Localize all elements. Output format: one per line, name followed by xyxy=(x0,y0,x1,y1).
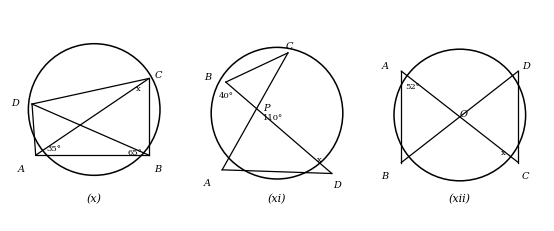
Text: P: P xyxy=(263,104,269,113)
Text: (xii): (xii) xyxy=(449,193,471,203)
Text: A: A xyxy=(18,164,24,173)
Text: C: C xyxy=(286,42,294,51)
Text: 110°: 110° xyxy=(263,113,284,121)
Text: x: x xyxy=(501,148,506,156)
Text: D: D xyxy=(522,62,530,71)
Text: C: C xyxy=(155,71,162,80)
Text: (x): (x) xyxy=(86,193,102,203)
Text: 40°: 40° xyxy=(218,91,233,100)
Text: D: D xyxy=(334,180,341,189)
Text: 52°: 52° xyxy=(405,82,420,90)
Text: A: A xyxy=(204,178,211,187)
Text: (xi): (xi) xyxy=(268,193,286,203)
Text: A: A xyxy=(381,62,388,71)
Text: x: x xyxy=(317,155,321,163)
Text: x: x xyxy=(136,84,140,92)
Text: 35°: 35° xyxy=(47,144,61,152)
Text: C: C xyxy=(522,171,530,180)
Text: O: O xyxy=(459,109,468,118)
Text: 65°: 65° xyxy=(127,148,142,156)
Text: B: B xyxy=(381,171,388,180)
Text: B: B xyxy=(204,73,211,82)
Text: D: D xyxy=(12,98,19,107)
Text: B: B xyxy=(155,164,162,173)
